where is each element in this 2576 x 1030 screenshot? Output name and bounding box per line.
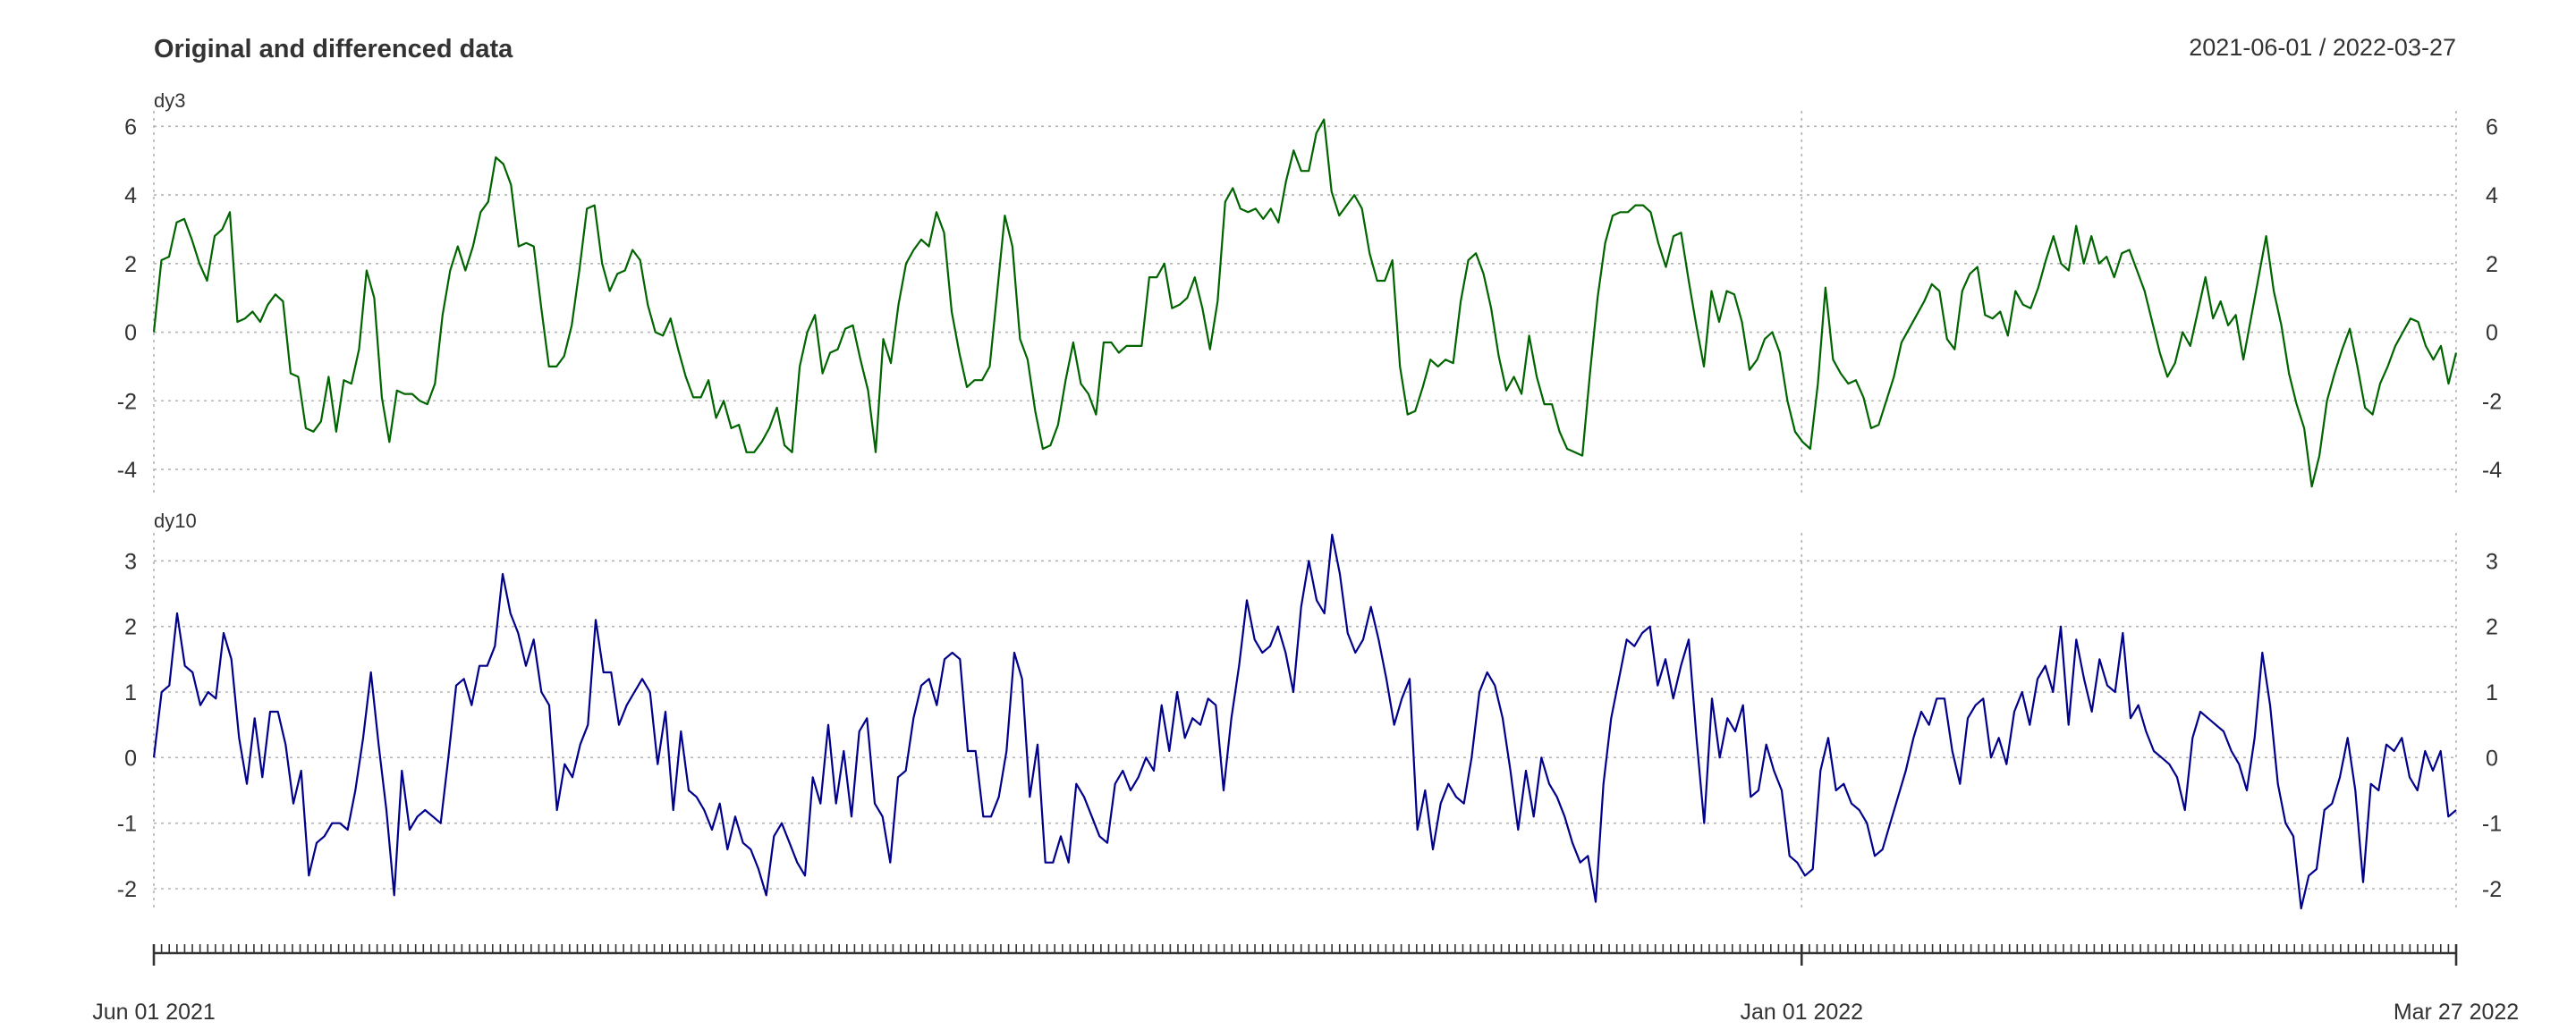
panel-label-dy10: dy10 <box>154 510 197 532</box>
series-line-dy3 <box>152 118 2458 488</box>
panels: -4 -4 -2 -2 0 0 2 2 4 4 6 6 dy3 -2 -2 -1 -1 0 0 1 1 2 2 3 3 dy10 <box>117 89 2502 912</box>
panel-dy3: -4 -4 -2 -2 0 0 2 2 4 4 6 6 dy3 <box>117 89 2502 494</box>
series-line-dy10 <box>152 533 2457 910</box>
y-tick-label-right: 4 <box>2486 183 2498 208</box>
y-tick-label-right: 0 <box>2486 321 2498 346</box>
y-tick-label-right: 3 <box>2486 549 2498 574</box>
y-tick-label-left: 1 <box>124 680 137 705</box>
y-tick-label-left: 0 <box>124 321 137 346</box>
y-tick-label-right: -2 <box>2482 389 2502 414</box>
y-tick-label-left: 6 <box>124 114 137 139</box>
x-tick-label: Jan 01 2022 <box>1740 1000 1863 1025</box>
date-range-label: 2021-06-01 / 2022-03-27 <box>2189 34 2456 61</box>
y-tick-label-right: -2 <box>2482 877 2502 902</box>
y-tick-label-left: -2 <box>117 389 137 414</box>
y-tick-label-right: 0 <box>2486 746 2498 771</box>
y-tick-label-right: 6 <box>2486 114 2498 139</box>
y-tick-label-left: -1 <box>117 812 137 837</box>
y-tick-label-right: 1 <box>2486 680 2498 705</box>
y-tick-label-left: 4 <box>124 183 137 208</box>
chart-title: Original and differenced data <box>154 35 513 63</box>
x-tick-label: Jun 01 2021 <box>92 1000 216 1025</box>
y-tick-label-left: -4 <box>117 458 137 483</box>
panel-dy10: -2 -2 -1 -1 0 0 1 1 2 2 3 3 dy10 <box>117 510 2502 912</box>
y-tick-label-right: 2 <box>2486 615 2498 640</box>
y-tick-label-left: -2 <box>117 877 137 902</box>
y-tick-label-right: -4 <box>2482 458 2502 483</box>
y-tick-label-left: 0 <box>124 746 137 771</box>
y-tick-label-left: 2 <box>124 252 137 277</box>
x-tick-label: Mar 27 2022 <box>2394 1000 2519 1025</box>
y-tick-label-right: -1 <box>2482 812 2502 837</box>
x-axis: Jun 01 2021 Jan 01 2022 Mar 27 2022 <box>92 944 2519 1025</box>
y-tick-label-right: 2 <box>2486 252 2498 277</box>
y-tick-label-left: 3 <box>124 549 137 574</box>
y-tick-label-left: 2 <box>124 615 137 640</box>
panel-label-dy3: dy3 <box>154 89 185 112</box>
